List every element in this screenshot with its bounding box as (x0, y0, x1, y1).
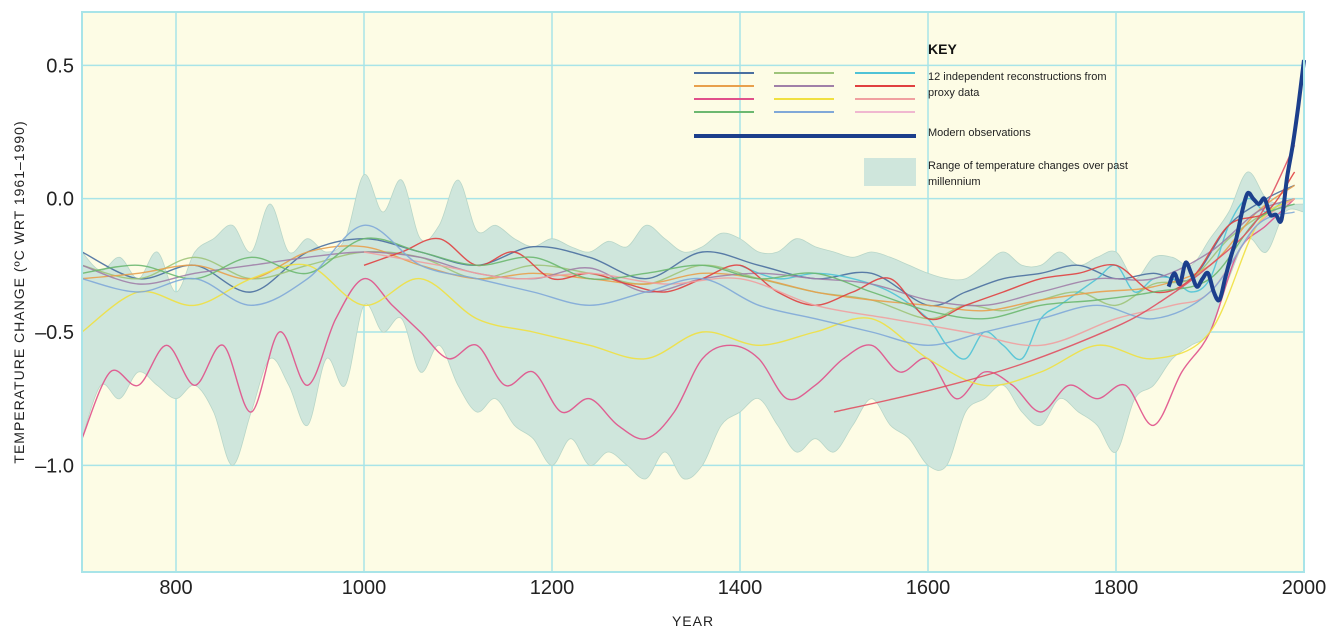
y-tick-label: –0.5 (35, 322, 74, 344)
y-tick-label: 0.5 (46, 55, 74, 77)
reconstruction-series-12 (833, 144, 1296, 413)
reconstruction-series-layer (81, 144, 1296, 440)
legend-swatches (694, 72, 915, 113)
x-tick-label: 1000 (342, 577, 387, 599)
x-tick-label: 2000 (1282, 577, 1327, 599)
legend-observations-label: Modern observations (928, 127, 1031, 139)
legend-reconstructions-label-2: proxy data (928, 87, 980, 99)
reconstruction-series-4 (81, 184, 1296, 312)
reconstruction-series-8 (81, 198, 1296, 387)
legend-reconstructions-label-1: 12 independent reconstructions from (928, 71, 1107, 83)
x-axis-title: YEAR (672, 613, 714, 629)
x-tick-label: 800 (159, 577, 192, 599)
legend-range-swatch (864, 158, 916, 186)
legend-range-label-2: millennium (928, 176, 981, 188)
y-tick-labels: 0.5 0.0 –0.5 –1.0 (35, 55, 74, 477)
plot-frame (81, 11, 1305, 573)
x-tick-label: 1400 (718, 577, 763, 599)
x-tick-label: 1200 (530, 577, 575, 599)
legend-title: KEY (928, 41, 957, 57)
y-tick-label: –1.0 (35, 455, 74, 477)
reconstruction-series-9 (363, 198, 1296, 347)
y-axis-title: TEMPERATURE CHANGE (ºC WRT 1961–1990) (11, 120, 27, 463)
modern-observations-series (1166, 59, 1306, 303)
x-tick-label: 1800 (1094, 577, 1139, 599)
y-tick-label: 0.0 (46, 189, 74, 211)
reconstruction-series-11 (81, 211, 1295, 347)
legend-range-label-1: Range of temperature changes over past (928, 160, 1128, 172)
x-tick-labels: 800 1000 1200 1400 1600 1800 2000 (159, 577, 1326, 599)
reconstruction-series-10 (81, 203, 1295, 320)
legend: KEY 12 independent reconstructions from … (694, 41, 1128, 188)
reconstruction-series-7 (81, 198, 1296, 440)
x-tick-label: 1600 (906, 577, 951, 599)
observations-layer (1166, 59, 1306, 303)
